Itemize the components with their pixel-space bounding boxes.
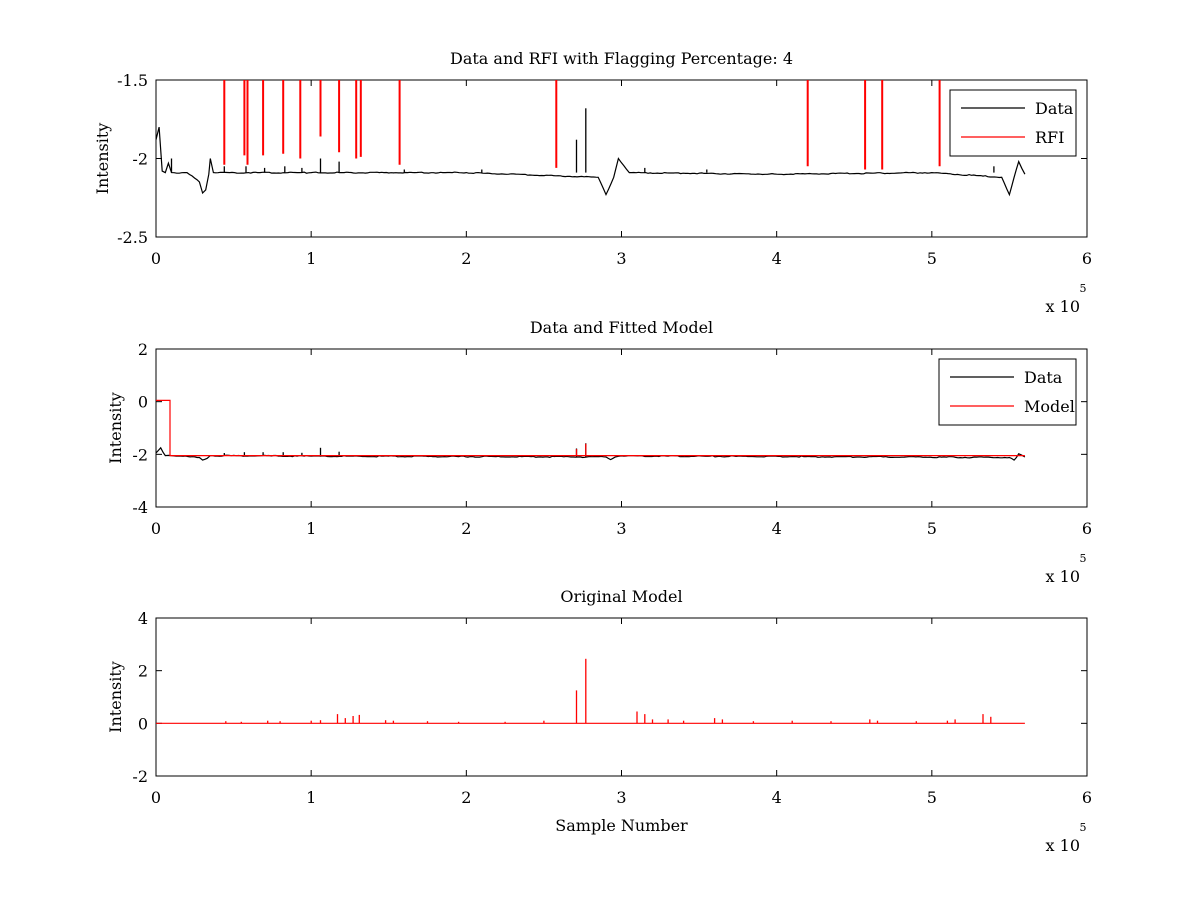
x-multiplier: x 10 xyxy=(1046,297,1080,316)
legend-label-model: Model xyxy=(1024,397,1075,416)
chart-title: Data and RFI with Flagging Percentage: 4 xyxy=(450,49,793,68)
chart-title: Original Model xyxy=(560,587,682,606)
x-tick-label: 5 xyxy=(927,519,937,538)
legend-box xyxy=(938,358,1077,426)
y-tick-label: 0 xyxy=(138,393,148,412)
x-tick-label: 6 xyxy=(1082,519,1092,538)
x-tick-label: 3 xyxy=(616,519,626,538)
y-tick-label: -4 xyxy=(132,498,148,517)
plot-area xyxy=(155,348,1088,508)
x-tick-label: 6 xyxy=(1082,788,1092,807)
series-model-line xyxy=(156,399,1025,457)
legend: Data RFI xyxy=(949,89,1077,157)
x-tick-label: 1 xyxy=(306,788,316,807)
legend-label-data: Data xyxy=(1024,368,1063,387)
x-multiplier: x 10 xyxy=(1046,836,1080,855)
y-tick-label: -2 xyxy=(132,767,148,786)
x-tick-label: 0 xyxy=(151,788,161,807)
x-tick-label: 2 xyxy=(461,249,471,268)
y-tick-label: 0 xyxy=(138,714,148,733)
x-tick-label: 2 xyxy=(461,788,471,807)
plot-area xyxy=(155,617,1088,777)
y-axis-label: Intensity xyxy=(106,392,125,464)
chart-title: Data and Fitted Model xyxy=(530,318,713,337)
y-tick-label: -2.5 xyxy=(117,228,148,247)
x-tick-label: 4 xyxy=(772,249,782,268)
plot-area xyxy=(155,79,1088,238)
x-tick-label: 0 xyxy=(151,249,161,268)
series-data-line xyxy=(156,126,1026,197)
y-tick-label: -2 xyxy=(132,150,148,169)
y-axis-label: Intensity xyxy=(93,123,112,195)
plot-marks xyxy=(156,658,1025,724)
plot-marks xyxy=(156,80,1026,197)
x-tick-label: 5 xyxy=(927,249,937,268)
y-tick-label: 2 xyxy=(138,662,148,681)
y-tick-label: 4 xyxy=(138,609,148,628)
y-tick-label: 2 xyxy=(138,340,148,359)
x-tick-label: 4 xyxy=(772,788,782,807)
x-tick-label: 1 xyxy=(306,249,316,268)
x-tick-label: 3 xyxy=(616,249,626,268)
x-tick-label: 4 xyxy=(772,519,782,538)
x-tick-label: 0 xyxy=(151,519,161,538)
x-tick-label: 1 xyxy=(306,519,316,538)
y-tick-label: -2 xyxy=(132,445,148,464)
legend: Data Model xyxy=(938,358,1077,426)
x-tick-label: 5 xyxy=(927,788,937,807)
legend-box xyxy=(949,89,1077,157)
x-multiplier: x 10 xyxy=(1046,567,1080,586)
x-tick-label: 2 xyxy=(461,519,471,538)
x-tick-label: 6 xyxy=(1082,249,1092,268)
x-exponent: 5 xyxy=(1080,282,1087,295)
x-tick-label: 3 xyxy=(616,788,626,807)
y-axis-label: Intensity xyxy=(106,661,125,733)
legend-label-rfi: RFI xyxy=(1035,128,1064,147)
plot-marks xyxy=(156,399,1026,461)
x-exponent: 5 xyxy=(1080,552,1087,565)
y-tick-label: -1.5 xyxy=(117,71,148,90)
x-exponent: 5 xyxy=(1080,821,1087,834)
x-axis-label: Sample Number xyxy=(555,816,688,835)
legend-label-data: Data xyxy=(1035,99,1074,118)
